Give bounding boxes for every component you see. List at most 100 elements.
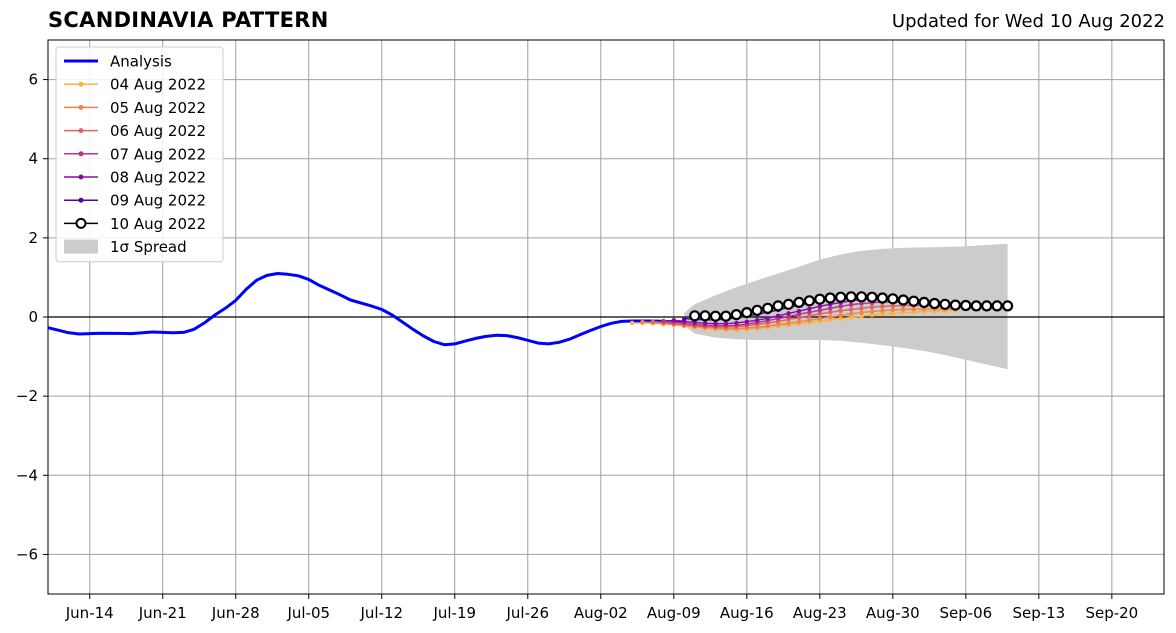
- forecast-point: [709, 310, 722, 322]
- y-tick-label: 0: [28, 308, 38, 326]
- y-tick-label: −2: [16, 387, 38, 405]
- legend-swatch-marker: [78, 174, 84, 180]
- legend: Analysis 04 Aug 2022 05 Aug 2022 06 Aug 202…: [55, 46, 224, 263]
- legend-label-forecast: 05 Aug 2022: [110, 99, 206, 117]
- spread-layer: [684, 243, 1008, 370]
- forecast-point: [897, 294, 909, 306]
- forecast-point: [817, 308, 823, 313]
- legend-box: [55, 46, 224, 263]
- forecast-point: [824, 292, 836, 304]
- forecast-point: [754, 317, 760, 323]
- forecast-point: [713, 321, 718, 326]
- forecast-point: [762, 302, 774, 314]
- forecast-point: [827, 306, 833, 311]
- forecast-point: [835, 291, 847, 303]
- legend-label-forecast: 09 Aug 2022: [110, 192, 206, 210]
- x-tick-label: Jun-14: [65, 604, 114, 622]
- forecast-point: [859, 310, 864, 315]
- x-tick-label: Jul-12: [359, 604, 403, 622]
- forecast-point: [640, 319, 645, 325]
- legend-label-spread: 1σ Spread: [110, 238, 187, 256]
- forecast-point: [817, 304, 823, 309]
- forecast-point: [869, 304, 875, 310]
- forecast-point: [671, 317, 677, 323]
- forecast-point: [866, 291, 878, 303]
- forecast-point: [908, 295, 920, 307]
- forecast-point: [817, 316, 823, 321]
- x-tick-label: Jul-26: [505, 604, 549, 622]
- x-tick-label: Jun-28: [211, 604, 260, 622]
- forecast-layer: [629, 291, 1014, 332]
- x-tick-label: Jul-19: [432, 604, 476, 622]
- legend-swatch-marker: [78, 151, 84, 157]
- forecast-point: [981, 300, 993, 312]
- legend-label-forecast: 10 Aug 2022: [110, 215, 206, 233]
- forecast-point: [734, 320, 739, 326]
- legend-label-forecast: 07 Aug 2022: [110, 145, 206, 163]
- forecast-point: [890, 303, 896, 309]
- legend-label-forecast: 06 Aug 2022: [110, 122, 206, 140]
- x-tick-label: Sep-20: [1085, 604, 1138, 622]
- forecast-point: [720, 310, 732, 322]
- forecast-point: [890, 307, 896, 313]
- forecast-point: [928, 297, 941, 310]
- x-tick-label: Aug-30: [866, 604, 920, 622]
- legend-label-analysis: Analysis: [110, 53, 172, 71]
- x-tick-label: Sep-13: [1012, 604, 1065, 622]
- spread-band: [684, 243, 1008, 370]
- y-tick-label: −6: [16, 545, 38, 563]
- forecast-point: [949, 299, 962, 311]
- forecast-point: [869, 309, 875, 314]
- forecast-point: [796, 319, 802, 324]
- forecast-point: [699, 310, 711, 322]
- y-tick-label: −4: [16, 466, 38, 484]
- x-tick-label: Aug-09: [647, 604, 701, 622]
- legend-swatch-marker: [78, 81, 84, 87]
- forecast-point: [814, 293, 826, 305]
- forecast-point: [827, 310, 833, 315]
- forecast-point: [730, 309, 743, 321]
- forecast-point: [786, 321, 791, 326]
- forecast-point: [775, 313, 781, 319]
- legend-swatch-marker: [78, 128, 84, 134]
- legend-label-forecast: 04 Aug 2022: [110, 76, 206, 94]
- x-tick-label: Aug-16: [720, 604, 774, 622]
- forecast-point: [786, 311, 791, 316]
- forecast-point: [827, 314, 833, 320]
- forecast-point: [661, 318, 666, 324]
- analysis-line: [47, 272, 685, 347]
- forecast-point: [650, 319, 656, 324]
- forecast-point: [887, 293, 899, 305]
- forecast-point: [880, 308, 885, 313]
- forecast-point: [793, 296, 805, 308]
- forecast-point: [723, 321, 729, 326]
- forecast-point: [880, 304, 885, 309]
- forecast-point: [855, 291, 868, 303]
- forecast-point: [848, 302, 854, 307]
- forecast-point: [807, 317, 812, 323]
- chart-title: SCANDINAVIA PATTERN: [48, 8, 329, 32]
- x-tick-label: Sep-06: [939, 604, 992, 622]
- forecast-point: [803, 295, 816, 307]
- forecast-point: [838, 304, 843, 309]
- forecast-point: [876, 292, 889, 304]
- x-tick-label: Aug-23: [793, 604, 847, 622]
- legend-swatch-marker: [78, 197, 84, 203]
- forecast-point: [629, 320, 635, 326]
- forecast-point: [991, 300, 1003, 312]
- forecast-point: [796, 308, 802, 314]
- forecast-point: [838, 308, 843, 313]
- forecast-point: [845, 291, 857, 303]
- forecast-point: [772, 300, 784, 312]
- forecast-point: [918, 296, 930, 308]
- forecast-point: [901, 307, 906, 312]
- forecast-point: [681, 316, 687, 321]
- y-tick-label: 2: [28, 229, 38, 247]
- forecast-point: [765, 315, 770, 321]
- chart-subtitle: Updated for Wed 10 Aug 2022: [891, 11, 1165, 32]
- forecast-point: [689, 310, 701, 322]
- x-tick-label: Aug-02: [574, 604, 628, 622]
- forecast-point: [970, 300, 982, 312]
- forecast-point: [859, 306, 864, 311]
- forecast-point: [848, 307, 854, 312]
